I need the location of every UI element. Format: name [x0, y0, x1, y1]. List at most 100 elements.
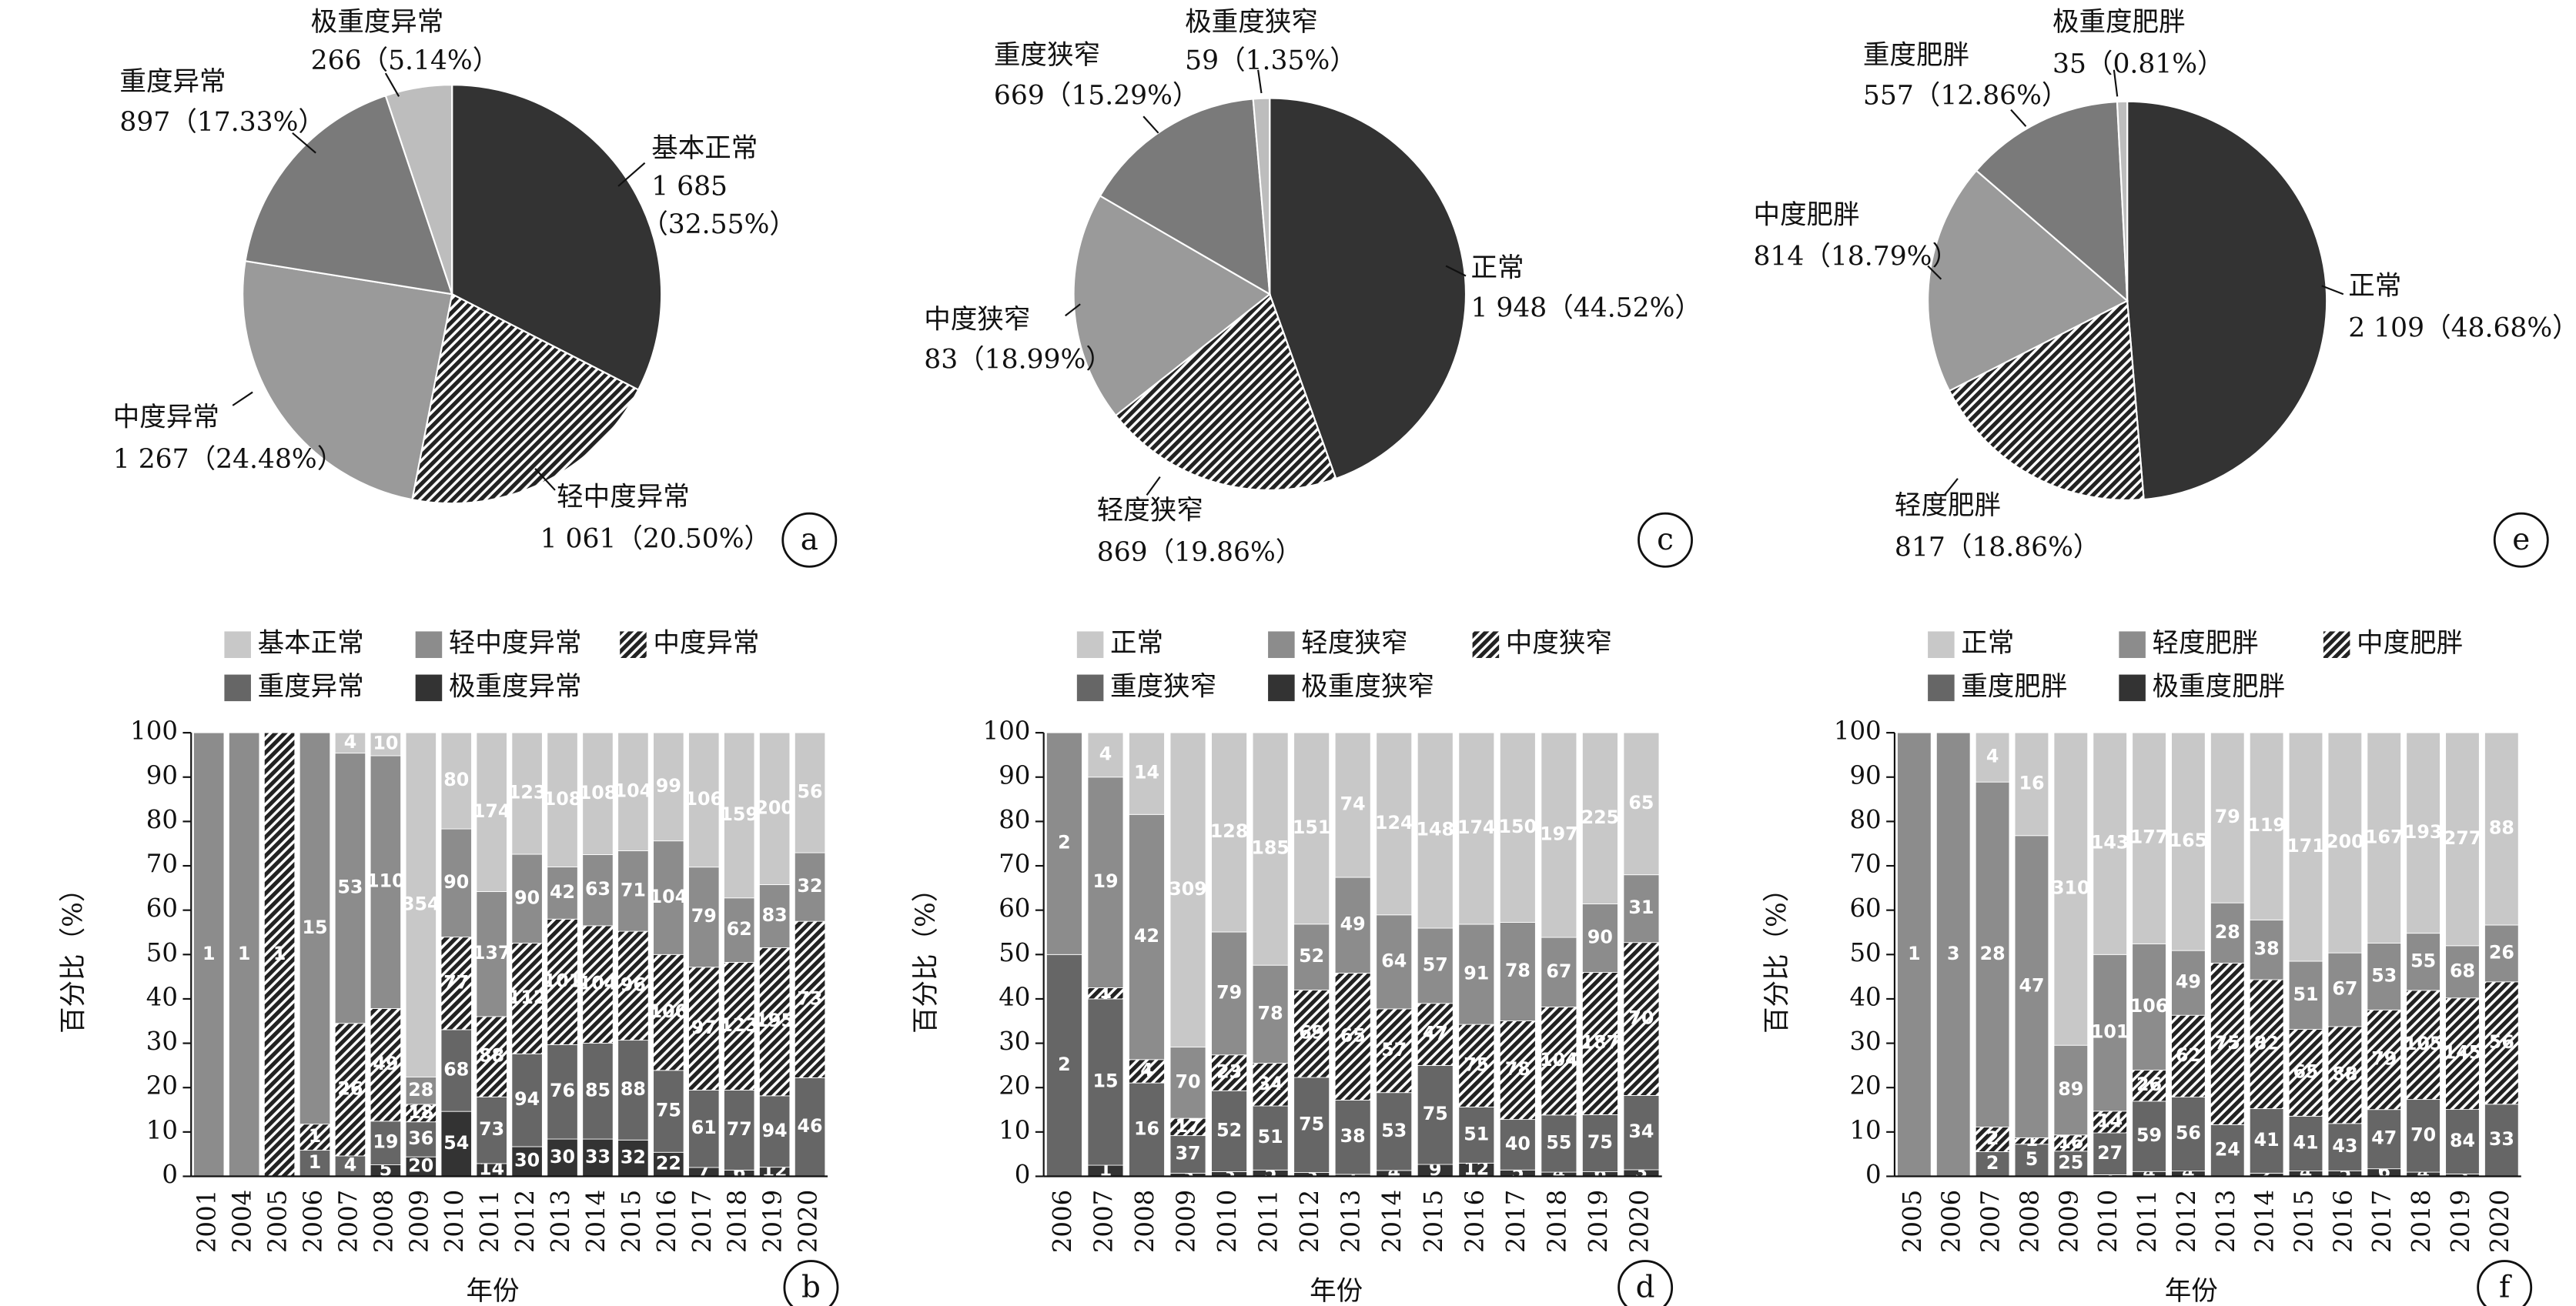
- bar-segment: [2132, 943, 2166, 1071]
- x-tick-label: 2005: [1898, 1190, 1927, 1253]
- bar-segment: [440, 1111, 472, 1177]
- segment-label: 33: [2489, 1128, 2514, 1150]
- y-tick-label: 30: [1849, 1027, 1881, 1056]
- bar-segment: [1169, 1047, 1206, 1119]
- segment-label: 42: [1134, 925, 1159, 947]
- legend-swatch: [224, 674, 251, 702]
- slice-percent: （17.33%）: [170, 106, 325, 137]
- bar-segment: [1293, 924, 1330, 990]
- pie-slice: [1099, 98, 1271, 296]
- segment-label: 79: [2371, 1048, 2397, 1070]
- bar-segment: [2327, 1123, 2363, 1171]
- segment-label: 63: [585, 878, 611, 900]
- segment-label: 56: [2176, 1122, 2201, 1144]
- segment-label: 104: [614, 780, 653, 801]
- segment-label: 51: [2293, 984, 2318, 1005]
- y-tick-label: 40: [146, 982, 178, 1011]
- y-tick-label: 50: [1849, 938, 1881, 967]
- x-tick-label: 2007: [333, 1190, 363, 1253]
- bar-segment: [2093, 1111, 2127, 1134]
- legend-label: 极重度狭窄: [1301, 671, 1434, 702]
- slice-percent: （32.55%）: [641, 209, 796, 240]
- segment-label: 104: [579, 973, 617, 994]
- segment-label: 4: [1140, 1059, 1153, 1081]
- segment-label: 57: [1423, 954, 1448, 975]
- slice-name: 中度肥胖: [1753, 199, 1859, 230]
- pie-slice: [1975, 101, 2129, 303]
- segment-label: 88: [2332, 1063, 2357, 1084]
- panel-badge: [1618, 1260, 1674, 1306]
- segment-label: 74: [1340, 793, 1366, 815]
- segment-label: 15: [1092, 1071, 1118, 1092]
- segment-label: 112: [508, 987, 547, 1008]
- bar-segment: [547, 918, 578, 1045]
- y-tick-label: 60: [999, 893, 1030, 923]
- bar-segment: [1975, 781, 2010, 1127]
- x-tick-label: 2020: [2485, 1190, 2514, 1253]
- bar-segment: [2288, 1029, 2323, 1117]
- y-tick-label: 20: [999, 1071, 1030, 1101]
- bar-segment: [2445, 1109, 2480, 1174]
- segment-label: 1: [1908, 943, 1921, 964]
- legend-swatch: [1268, 674, 1295, 702]
- slice-value: 1 267（24.48%）: [113, 444, 343, 475]
- segment-label: 1: [238, 943, 251, 964]
- segment-label: 195: [755, 1010, 794, 1031]
- slice-value: 669（15.29%）: [994, 80, 1199, 111]
- segment-label: 19: [1092, 870, 1118, 892]
- slice-name: 轻中度异常: [557, 482, 690, 513]
- slice-percent: （1.35%）: [1219, 45, 1357, 75]
- x-tick-label: 2006: [299, 1190, 328, 1253]
- pie-slice: [242, 259, 453, 501]
- slice-percent: （0.81%）: [2086, 48, 2224, 79]
- panel-letter: b: [801, 1270, 821, 1304]
- x-tick-label: 2018: [1542, 1190, 1571, 1253]
- segment-label: 68: [2450, 960, 2475, 981]
- slice-name: 正常: [2348, 271, 2401, 302]
- y-tick-label: 90: [999, 760, 1030, 790]
- bar-segment: [1376, 914, 1413, 1010]
- segment-label: 1: [309, 1151, 322, 1173]
- segment-label: 75: [1587, 1131, 1613, 1153]
- bar-segment: [2484, 1104, 2519, 1177]
- bar-segment: [2406, 990, 2441, 1101]
- y-tick-label: 10: [146, 1115, 178, 1144]
- slice-name: 中度狭窄: [924, 304, 1030, 335]
- y-tick-label: 40: [1849, 982, 1881, 1011]
- slice-name: 极重度肥胖: [2052, 7, 2186, 38]
- bar-segment: [2445, 945, 2480, 999]
- segment-label: 55: [2410, 950, 2436, 971]
- slice-value: 557（12.86%）: [1863, 80, 2069, 111]
- segment-label: 174: [473, 800, 511, 822]
- bar-segment: [1623, 942, 1660, 1096]
- y-tick-label: 0: [1015, 1160, 1031, 1189]
- segment-label: 177: [2130, 827, 2169, 848]
- segment-label: 20: [408, 1154, 433, 1176]
- x-tick-label: 2001: [192, 1190, 222, 1253]
- segment-label: 53: [1381, 1120, 1407, 1141]
- y-tick-label: 20: [1849, 1071, 1881, 1101]
- segment-label: 24: [2215, 1138, 2240, 1160]
- slice-percent: （18.86%）: [1945, 532, 2100, 563]
- bar-segment: [2014, 732, 2049, 837]
- bar-segment: [1129, 1059, 1165, 1084]
- segment-label: 148: [1416, 819, 1454, 840]
- panel-letter: a: [801, 523, 818, 557]
- segment-label: 1: [309, 1125, 322, 1147]
- slice-percent: （12.86%）: [1914, 80, 2069, 111]
- legend-swatch: [1076, 674, 1104, 702]
- bar-segment: [2249, 1108, 2284, 1174]
- segment-label: 225: [1581, 807, 1620, 828]
- bar-segment: [617, 1040, 649, 1141]
- segment-label: 70: [1176, 1071, 1201, 1092]
- segment-label: 14: [2097, 1110, 2123, 1131]
- segment-label: 4: [344, 731, 357, 753]
- bar-segment: [2171, 950, 2206, 1016]
- leader-line: [1943, 478, 1959, 496]
- bar-segment: [1541, 937, 1577, 1007]
- bar-segment: [370, 755, 402, 1009]
- bar-segment: [1499, 922, 1536, 1021]
- leader-line: [534, 468, 556, 491]
- segment-label: 32: [621, 1146, 646, 1167]
- segment-label: 38: [1340, 1125, 1366, 1147]
